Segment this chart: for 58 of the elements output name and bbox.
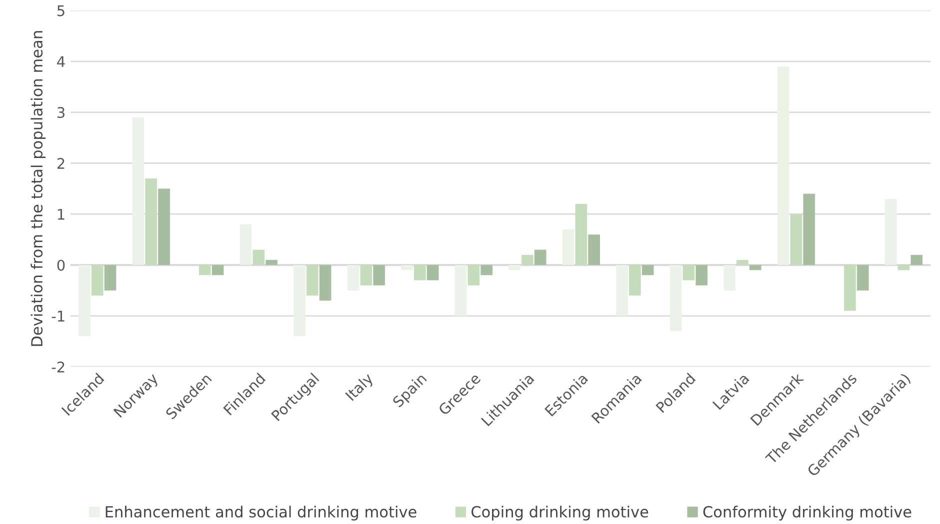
y-tick-label: 4	[57, 56, 65, 67]
legend-label: Enhancement and social drinking motive	[106, 506, 416, 521]
bar	[104, 264, 116, 290]
bar	[360, 264, 372, 286]
bar	[534, 250, 546, 265]
bar	[670, 264, 682, 332]
bar	[454, 264, 467, 316]
bar	[616, 264, 628, 316]
bar	[294, 264, 306, 336]
y-tick-label: -1	[52, 310, 64, 322]
bar	[401, 264, 413, 270]
bar	[266, 260, 278, 265]
bar	[777, 66, 790, 265]
bar	[414, 264, 426, 280]
bar	[158, 188, 170, 265]
bar	[212, 264, 224, 276]
bar	[642, 264, 654, 276]
y-tick-label: -2	[52, 362, 64, 372]
legend-label: Conformity drinking motive	[703, 506, 912, 521]
bar	[240, 224, 252, 265]
y-tick-label: 3	[57, 107, 64, 118]
bar	[468, 264, 480, 286]
legend-label: Coping drinking motive	[471, 506, 648, 521]
bar	[884, 198, 897, 265]
bar	[78, 264, 90, 336]
y-axis-title: Deviation from the total population mean	[30, 31, 46, 346]
bar	[198, 264, 211, 276]
bar	[724, 264, 736, 290]
bar	[844, 264, 856, 311]
y-tick-label: 2	[57, 158, 64, 169]
bar	[562, 229, 574, 265]
bar	[522, 254, 534, 265]
y-tick-label: 1	[58, 209, 64, 220]
bar	[373, 264, 385, 286]
bar	[790, 214, 802, 265]
y-tick-label: 5	[57, 5, 64, 16]
bar	[682, 264, 695, 280]
bar	[629, 264, 641, 296]
bar	[910, 254, 923, 265]
bar	[426, 264, 439, 280]
bar	[132, 117, 144, 265]
y-tick-label: 0	[57, 260, 65, 271]
bar	[319, 264, 332, 301]
bar	[749, 264, 762, 270]
bar	[252, 250, 265, 265]
bar	[736, 260, 748, 265]
bar	[480, 264, 492, 276]
bar	[856, 264, 869, 290]
bar	[575, 204, 588, 265]
bar	[347, 264, 360, 290]
bar	[803, 194, 816, 265]
bar	[91, 264, 104, 296]
bar	[306, 264, 318, 296]
bar	[508, 264, 520, 270]
bar	[696, 264, 708, 286]
bar	[588, 234, 600, 265]
bar	[898, 264, 910, 270]
bar	[145, 178, 158, 265]
